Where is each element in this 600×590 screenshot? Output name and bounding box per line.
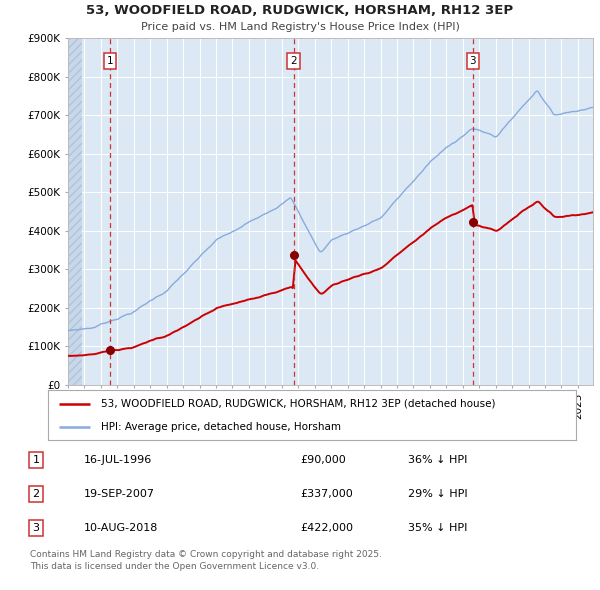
- Text: 36% ↓ HPI: 36% ↓ HPI: [408, 455, 467, 465]
- Text: 3: 3: [32, 523, 40, 533]
- Text: 16-JUL-1996: 16-JUL-1996: [84, 455, 152, 465]
- Text: HPI: Average price, detached house, Horsham: HPI: Average price, detached house, Hors…: [101, 421, 341, 431]
- Text: 3: 3: [469, 56, 476, 66]
- Text: 53, WOODFIELD ROAD, RUDGWICK, HORSHAM, RH12 3EP (detached house): 53, WOODFIELD ROAD, RUDGWICK, HORSHAM, R…: [101, 398, 496, 408]
- Bar: [68, 38, 82, 385]
- Text: 2: 2: [290, 56, 297, 66]
- Text: 29% ↓ HPI: 29% ↓ HPI: [408, 489, 467, 499]
- Text: £337,000: £337,000: [300, 489, 353, 499]
- Text: £90,000: £90,000: [300, 455, 346, 465]
- Text: Contains HM Land Registry data © Crown copyright and database right 2025.
This d: Contains HM Land Registry data © Crown c…: [30, 550, 382, 571]
- Text: 10-AUG-2018: 10-AUG-2018: [84, 523, 158, 533]
- Text: 53, WOODFIELD ROAD, RUDGWICK, HORSHAM, RH12 3EP: 53, WOODFIELD ROAD, RUDGWICK, HORSHAM, R…: [86, 4, 514, 17]
- Text: 1: 1: [106, 56, 113, 66]
- Text: 1: 1: [32, 455, 40, 465]
- Text: 19-SEP-2007: 19-SEP-2007: [84, 489, 155, 499]
- Text: 2: 2: [32, 489, 40, 499]
- Text: £422,000: £422,000: [300, 523, 353, 533]
- Text: Price paid vs. HM Land Registry's House Price Index (HPI): Price paid vs. HM Land Registry's House …: [140, 22, 460, 32]
- Text: 35% ↓ HPI: 35% ↓ HPI: [408, 523, 467, 533]
